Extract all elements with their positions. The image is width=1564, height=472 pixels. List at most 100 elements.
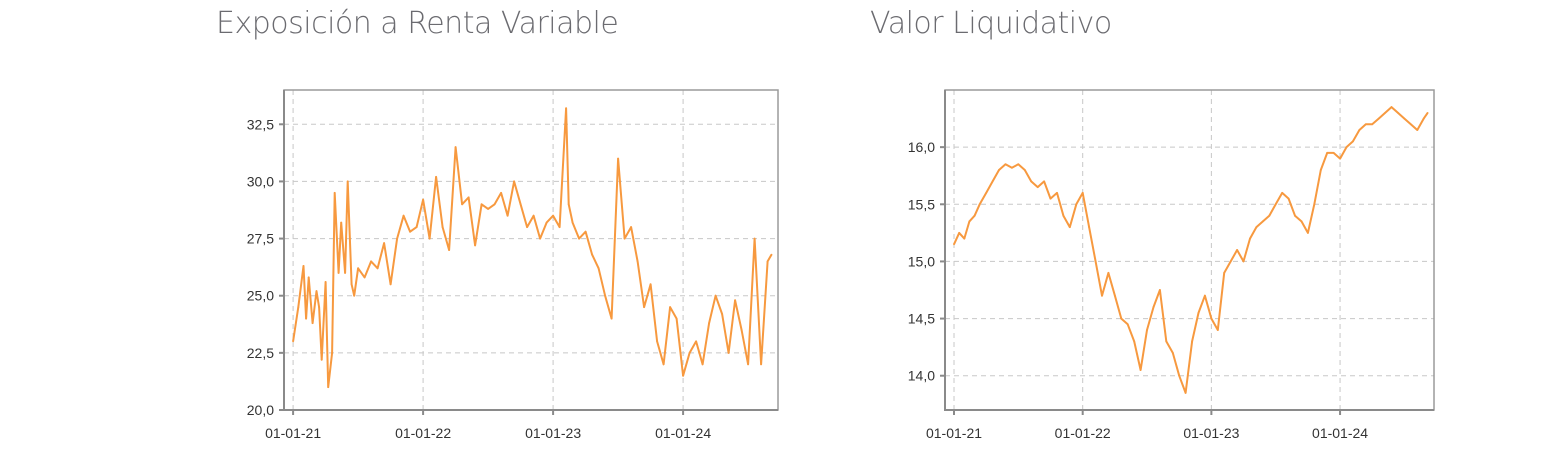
nav-data-point (1345, 146, 1348, 149)
equity-data-point (604, 294, 606, 297)
nav-data-point (991, 180, 994, 183)
nav-data-point (1339, 157, 1341, 160)
equity-data-point (643, 306, 645, 308)
nav-data-point (1216, 329, 1219, 331)
equity-data-point (584, 230, 587, 233)
nav-data-point (1023, 169, 1026, 171)
equity-data-point (311, 322, 314, 324)
nav-data-point (1236, 249, 1238, 251)
nav-data-point (1178, 374, 1181, 377)
nav-ytick-label: 16,0 (908, 139, 935, 155)
equity-ytick-label: 20,0 (247, 402, 274, 418)
nav-data-point (1146, 329, 1148, 331)
nav-axes (944, 90, 1434, 411)
nav-data-point (1062, 214, 1065, 217)
equity-data-point (307, 276, 310, 279)
equity-data-point (435, 176, 437, 178)
equity-data-point (656, 340, 658, 343)
equity-data-point (363, 276, 366, 279)
equity-data-point (302, 265, 305, 267)
equity-data-point (740, 329, 743, 331)
equity-data-point (340, 221, 343, 224)
equity-data-point (318, 306, 320, 308)
equity-data-point (305, 317, 307, 320)
equity-data-point (500, 192, 502, 194)
nav-data-point (1126, 323, 1129, 326)
equity-data-point (441, 226, 444, 229)
equity-data-point (396, 237, 398, 240)
nav-xtick-label: 01-01-24 (1312, 425, 1368, 441)
nav-data-point (1364, 123, 1367, 126)
equity-data-point (721, 313, 723, 315)
nav-data-point (1056, 192, 1058, 194)
equity-xtick-label: 01-01-24 (655, 425, 711, 441)
nav-data-point (1274, 203, 1277, 206)
nav-data-point (1426, 112, 1429, 114)
equity-ytick-label: 32,5 (247, 116, 274, 132)
nav-data-point (998, 169, 1000, 171)
equity-data-point (493, 203, 496, 206)
nav-data-point (1229, 260, 1232, 263)
equity-data-point (558, 226, 561, 229)
nav-data-point (1416, 129, 1419, 131)
equity-xtick-label: 01-01-22 (395, 425, 451, 441)
equity-data-point (675, 317, 678, 320)
nav-data-point (1197, 312, 1200, 314)
equity-data-point (597, 267, 600, 270)
nav-data-point (1101, 294, 1103, 297)
equity-data-point (428, 237, 431, 240)
nav-data-point (1242, 260, 1245, 263)
equity-data-point (422, 198, 424, 201)
nav-data-point (1377, 117, 1380, 120)
nav-xtick-label: 01-01-23 (1183, 425, 1239, 441)
equity-data-point (649, 283, 652, 286)
equity-data-point (346, 180, 349, 183)
equity-data-point (383, 242, 385, 245)
equity-data-point (760, 363, 762, 366)
equity-axes (283, 90, 778, 411)
nav-data-point (1004, 163, 1007, 166)
equity-data-point (539, 237, 541, 240)
equity-data-point (357, 267, 359, 270)
nav-data-point (1114, 294, 1116, 297)
nav-data-point (1075, 203, 1078, 206)
nav-data-point (1397, 112, 1399, 114)
equity-data-point (448, 249, 450, 251)
nav-data-point (978, 203, 981, 206)
nav-data-point (1043, 180, 1045, 183)
equity-data-point (474, 244, 476, 247)
nav-ytick-label: 15,5 (908, 196, 935, 212)
equity-data-point (331, 352, 333, 354)
equity-data-point (636, 260, 639, 263)
nav-data-point (1171, 352, 1174, 354)
nav-data-point (1332, 152, 1335, 154)
nav-xtick-label: 01-01-21 (926, 425, 982, 441)
equity-ytick-label: 30,0 (247, 173, 274, 189)
nav-ytick-label: 15,0 (908, 253, 935, 269)
equity-data-point (467, 196, 470, 199)
equity-data-point (532, 214, 535, 217)
equity-ytick-label: 25,0 (247, 288, 274, 304)
equity-data-point (727, 352, 730, 354)
nav-data-point (1352, 140, 1354, 143)
nav-data-point (1319, 169, 1322, 171)
nav-data-point (1255, 226, 1258, 229)
nav-data-point (1403, 117, 1406, 120)
equity-data-point (682, 374, 684, 377)
nav-data-point (985, 192, 988, 194)
equity-data-point (662, 363, 665, 366)
equity-data-point (701, 363, 704, 366)
nav-data-point (1107, 272, 1110, 274)
equity-data-point (376, 267, 379, 270)
equity-data-point (353, 294, 356, 297)
nav-data-point (1030, 180, 1033, 183)
nav-data-point (1390, 106, 1393, 108)
nav-data-point (1191, 340, 1193, 343)
nav-data-point (963, 237, 966, 240)
equity-data-point (766, 260, 769, 263)
nav-data-point (953, 243, 955, 246)
equity-data-point (513, 180, 515, 183)
nav-data-point (1152, 306, 1155, 308)
nav-data-point (1081, 192, 1084, 194)
